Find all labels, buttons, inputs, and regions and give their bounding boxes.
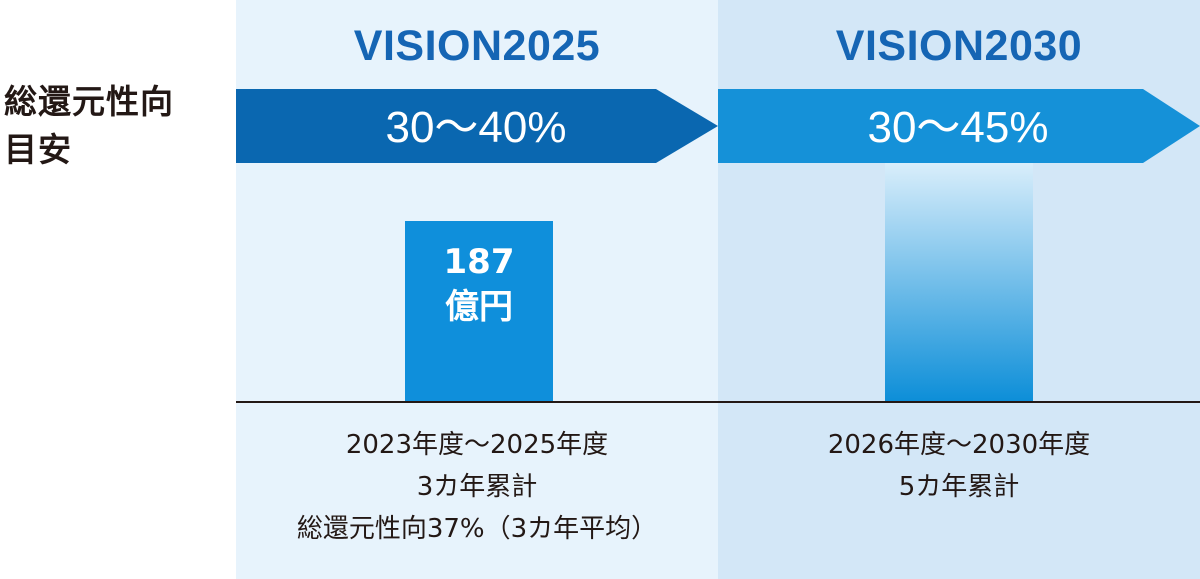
- vision2025-bar-unit: 億円: [445, 287, 513, 327]
- vision2025-period: 2023年度〜2025年度 3カ年累計 総還元性向37%（3カ年平均）: [236, 424, 718, 550]
- vision2030-bar: [885, 163, 1033, 402]
- vision2030-target-label: 30〜45%: [867, 103, 1048, 152]
- vision2025-period-line1: 2023年度〜2025年度: [345, 430, 609, 460]
- vision2025-bar-value: 187: [444, 242, 515, 282]
- side-label-line2: 目安: [4, 130, 72, 169]
- side-label-line1: 総還元性向: [4, 82, 174, 121]
- vision2030-period-line1: 2026年度〜2030年度: [827, 430, 1091, 460]
- vision2025-period-line2: 3カ年累計: [416, 472, 538, 502]
- vision2025-period-line3: 総還元性向37%（3カ年平均）: [296, 514, 658, 544]
- vision2030-target-arrow: [718, 89, 1200, 163]
- payout-ratio-guideline-label: 総還元性向 目安: [4, 78, 174, 174]
- vision2030-period-line2: 5カ年累計: [898, 472, 1020, 502]
- vision2025-title: VISION2025: [353, 22, 601, 70]
- vision2030-title: VISION2030: [835, 22, 1083, 70]
- vision2030-period: 2026年度〜2030年度 5カ年累計: [718, 424, 1200, 508]
- vision2025-target-arrow: [236, 89, 718, 163]
- vision2025-bar: [405, 221, 553, 402]
- vision2025-target-label: 30〜40%: [385, 103, 566, 152]
